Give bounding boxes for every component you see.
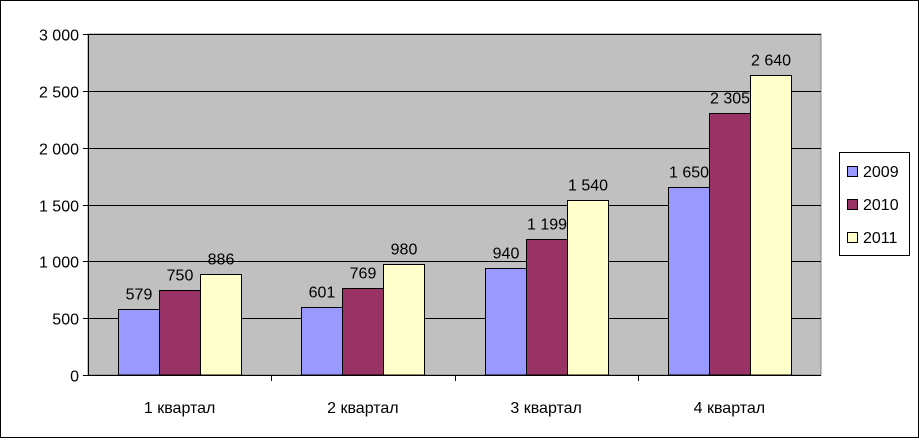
bar-2011-3 bbox=[567, 200, 609, 376]
legend-swatch-2011 bbox=[847, 232, 858, 243]
bar-2009-2 bbox=[301, 307, 343, 376]
data-label: 601 bbox=[309, 285, 336, 302]
y-tick-label: 1 500 bbox=[39, 199, 79, 216]
data-label: 579 bbox=[126, 287, 153, 304]
data-label: 2 640 bbox=[751, 53, 791, 70]
data-label: 1 540 bbox=[568, 178, 608, 195]
bar-2010-3 bbox=[526, 239, 568, 376]
bar-2010-2 bbox=[342, 288, 384, 376]
data-label: 1 199 bbox=[527, 217, 567, 234]
x-tick-label: 3 квартал bbox=[510, 400, 582, 417]
bar-2009-4 bbox=[668, 187, 710, 376]
y-tick-label: 0 bbox=[70, 369, 79, 386]
x-tick-label: 4 квартал bbox=[694, 400, 766, 417]
data-label: 769 bbox=[350, 266, 377, 283]
legend-swatch-2009 bbox=[847, 166, 858, 177]
bar-2009-3 bbox=[485, 268, 527, 376]
data-label: 980 bbox=[391, 242, 418, 259]
legend-swatch-2010 bbox=[847, 199, 858, 210]
y-tick-label: 2 000 bbox=[39, 142, 79, 159]
data-label: 750 bbox=[167, 268, 194, 285]
y-tick-label: 500 bbox=[52, 312, 79, 329]
x-tick-label: 1 квартал bbox=[144, 400, 216, 417]
bar-2010-4 bbox=[709, 113, 751, 376]
legend-label-2009: 2009 bbox=[863, 164, 899, 181]
bar-2010-1 bbox=[159, 290, 201, 376]
data-label: 1 650 bbox=[669, 165, 709, 182]
y-tick-label: 2 500 bbox=[39, 85, 79, 102]
data-label: 940 bbox=[493, 246, 520, 263]
legend-label-2011: 2011 bbox=[863, 230, 898, 247]
data-label: 2 305 bbox=[710, 91, 750, 108]
y-tick-label: 1 000 bbox=[39, 255, 79, 272]
bar-2011-2 bbox=[383, 264, 425, 376]
x-tick-label: 2 квартал bbox=[327, 400, 399, 417]
bar-2011-4 bbox=[750, 75, 792, 376]
bars bbox=[118, 75, 792, 376]
y-tick-label: 3 000 bbox=[39, 28, 79, 45]
data-labels: 579 750 886 601 769 980 940 1 199 1 540 1 650 2 30… bbox=[126, 53, 791, 304]
legend: 2009 2010 2011 bbox=[839, 152, 910, 256]
bar-2011-1 bbox=[200, 274, 242, 376]
bar-2009-1 bbox=[118, 309, 160, 376]
legend-label-2010: 2010 bbox=[863, 197, 899, 214]
data-label: 886 bbox=[208, 252, 235, 269]
